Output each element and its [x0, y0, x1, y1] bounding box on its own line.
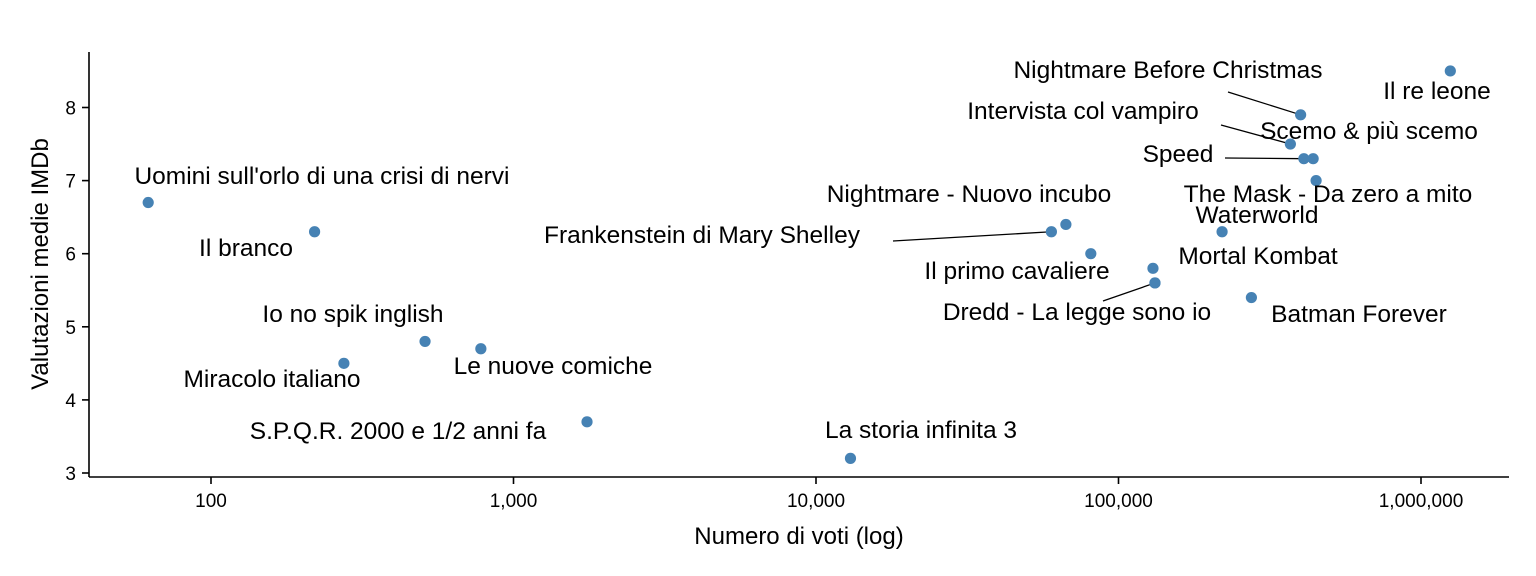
x-tick-label: 10,000	[787, 491, 845, 512]
x-tick-label: 1,000,000	[1379, 491, 1464, 512]
data-point	[1085, 248, 1097, 260]
point-label: Nightmare Before Christmas	[1013, 57, 1322, 84]
data-point	[1307, 153, 1319, 165]
point-label: La storia infinita 3	[825, 417, 1017, 444]
x-axis-title: Numero di voti (log)	[694, 523, 903, 550]
point-label: Il re leone	[1383, 78, 1491, 105]
data-points	[142, 65, 1456, 464]
label-leader-line	[1224, 157, 1304, 160]
y-tick-label: 8	[65, 99, 76, 120]
point-label: Uomini sull'orlo di una crisi di nervi	[134, 163, 509, 190]
data-point	[1045, 226, 1057, 238]
data-point	[338, 357, 350, 369]
data-point	[419, 335, 431, 348]
point-label: Frankenstein di Mary Shelley	[544, 222, 861, 249]
point-label: Io no spik inglish	[262, 301, 443, 328]
label-leader-line	[1227, 91, 1301, 116]
point-labels: Il re leone Nightmare Before Christmas Int…	[134, 57, 1490, 445]
point-label: Batman Forever	[1271, 301, 1447, 328]
y-tick-label: 7	[65, 172, 76, 193]
data-point	[1298, 153, 1310, 165]
point-label: Dredd - La legge sono io	[943, 299, 1211, 326]
point-label: Miracolo italiano	[183, 366, 360, 393]
data-point	[1216, 226, 1228, 238]
y-tick-label: 5	[65, 318, 76, 339]
data-point	[1444, 65, 1456, 77]
point-label: Scemo & più scemo	[1260, 118, 1478, 145]
label-leader-line	[1220, 124, 1291, 145]
point-label: Il primo cavaliere	[924, 258, 1109, 285]
point-label: Le nuove comiche	[454, 353, 653, 380]
data-point	[1147, 262, 1159, 274]
data-point	[1310, 175, 1322, 187]
y-tick-label: 6	[65, 245, 76, 266]
x-ticks: 100 1,000 10,000 100,000 1,000,000	[195, 477, 1463, 512]
label-leader-lines	[892, 91, 1304, 302]
label-leader-line	[892, 231, 1052, 242]
y-tick-label: 4	[65, 391, 76, 412]
point-label: Il branco	[199, 235, 293, 262]
point-label: Nightmare - Nuovo incubo	[827, 181, 1112, 208]
y-tick-label: 3	[65, 464, 76, 485]
y-axis-title: Valutazioni medie IMDb	[27, 138, 54, 390]
data-point	[142, 196, 154, 209]
point-label: Speed	[1143, 141, 1214, 168]
x-tick-label: 1,000	[490, 491, 538, 512]
data-point	[308, 226, 321, 238]
data-point	[844, 452, 857, 464]
point-label: The Mask - Da zero a mito	[1184, 181, 1473, 208]
y-ticks: 3 4 5 6 7 8	[65, 99, 89, 485]
data-point	[1060, 218, 1072, 231]
data-point	[1245, 291, 1257, 304]
point-label: S.P.Q.R. 2000 e 1/2 anni fa	[250, 418, 547, 445]
point-label: Mortal Kombat	[1178, 243, 1338, 270]
data-point	[1284, 138, 1296, 150]
axes	[88, 52, 1509, 478]
x-tick-label: 100	[195, 491, 227, 512]
data-point	[1149, 277, 1161, 289]
label-leader-line	[1102, 282, 1156, 302]
data-point	[475, 343, 487, 355]
data-point	[581, 416, 593, 428]
point-label: Intervista col vampiro	[967, 98, 1198, 125]
x-tick-label: 100,000	[1084, 491, 1153, 512]
point-label: Waterworld	[1196, 202, 1319, 229]
data-point	[1295, 109, 1307, 121]
